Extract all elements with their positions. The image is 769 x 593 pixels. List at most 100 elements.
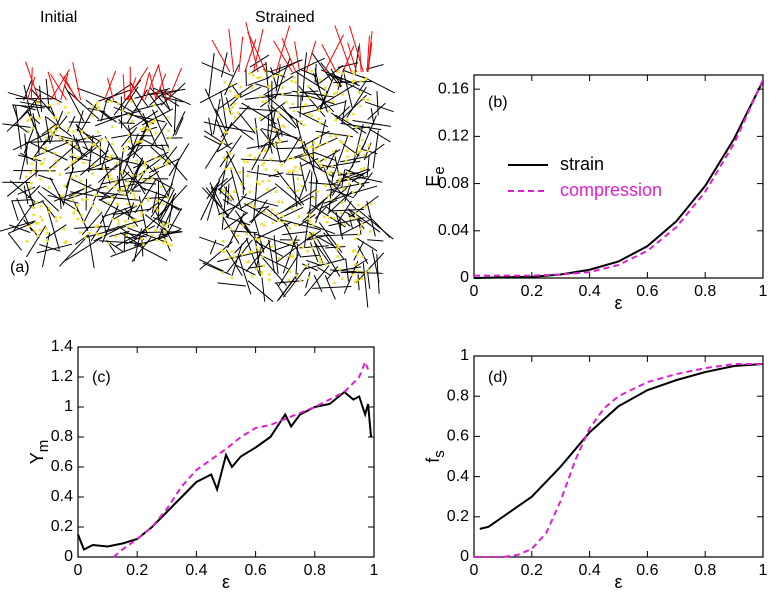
fiber [149, 86, 171, 111]
crosslink [86, 198, 89, 201]
fiber [234, 237, 249, 254]
fiber [15, 123, 29, 134]
crosslink [277, 111, 280, 114]
fiber [358, 217, 362, 235]
crosslink [233, 255, 236, 258]
crosslink [140, 128, 143, 131]
crosslink [71, 198, 75, 202]
crosslink [329, 170, 333, 173]
fiber [7, 221, 35, 234]
fiber [268, 123, 304, 143]
crosslink [126, 225, 130, 228]
crosslink [121, 188, 124, 191]
crosslink [357, 233, 360, 236]
crosslink [287, 278, 290, 282]
fiber [27, 185, 41, 199]
crosslink [338, 268, 342, 271]
fiber [133, 235, 168, 247]
crosslink [135, 141, 139, 144]
crosslink [323, 157, 327, 161]
surface-fiber [281, 37, 297, 73]
crosslink [310, 114, 313, 117]
fiber [26, 110, 43, 143]
crosslink [228, 152, 232, 155]
crosslink [144, 168, 148, 172]
crosslink [308, 213, 312, 217]
crosslink [125, 184, 128, 188]
crosslink [253, 156, 257, 160]
crosslink [84, 236, 87, 239]
crosslink [323, 165, 326, 169]
fiber [230, 168, 243, 211]
crosslink [49, 128, 53, 132]
crosslink [342, 187, 345, 190]
y-axis-label-subscript: m [35, 440, 52, 453]
fiber [25, 180, 35, 209]
fiber [172, 111, 186, 137]
crosslink [101, 234, 105, 238]
crosslink [290, 207, 294, 210]
x-tick-label: 0.6 [244, 562, 266, 579]
crosslink [223, 81, 226, 84]
x-tick-label: 1 [759, 562, 768, 579]
fiber [341, 218, 372, 235]
fiber [240, 186, 277, 209]
crosslink [29, 181, 33, 185]
fiber [44, 116, 51, 144]
fiber [315, 130, 353, 138]
crosslink [39, 204, 43, 208]
fiber [303, 100, 347, 115]
crosslink [260, 272, 263, 275]
fiber [204, 142, 223, 169]
fiber [111, 134, 131, 139]
crosslink [286, 157, 290, 161]
crosslink [359, 105, 362, 108]
crosslink [116, 187, 120, 191]
crosslink [166, 196, 170, 199]
y-axis-label-main: f [423, 457, 443, 463]
fiber [335, 114, 367, 134]
fiber [49, 110, 64, 143]
crosslink [364, 271, 368, 275]
y-tick-label: 0.16 [438, 80, 469, 97]
fiber [353, 241, 365, 261]
fiber [358, 78, 369, 92]
crosslink [34, 221, 38, 225]
crosslink [135, 159, 138, 163]
crosslink [318, 122, 322, 125]
fiber [144, 214, 171, 235]
fiber [232, 230, 258, 234]
crosslink [354, 263, 357, 266]
fiber [366, 63, 384, 70]
crosslink [261, 255, 264, 259]
x-tick-label: 0.2 [521, 562, 543, 579]
crosslink [331, 100, 335, 104]
fiber [220, 52, 228, 78]
crosslink [76, 155, 79, 159]
x-tick-label: 0.2 [126, 562, 148, 579]
crosslink [363, 205, 367, 209]
crosslink [306, 249, 309, 253]
fiber [319, 78, 334, 111]
fiber [75, 138, 83, 157]
fiber [313, 241, 330, 263]
crosslink [347, 171, 350, 175]
fiber [75, 138, 103, 162]
crosslink [291, 254, 294, 257]
fiber [84, 225, 127, 239]
fiber [329, 208, 365, 212]
crosslink [91, 114, 94, 118]
crosslink [131, 119, 134, 123]
fiber [11, 199, 33, 202]
fiber [299, 94, 302, 118]
fiber [17, 154, 42, 162]
fiber [156, 192, 177, 229]
crosslink [236, 234, 239, 238]
fiber [273, 235, 279, 275]
crosslink [161, 241, 165, 244]
fiber [319, 119, 327, 146]
crosslink [341, 141, 344, 144]
legend-label: compression [560, 180, 662, 200]
crosslink [263, 224, 266, 227]
crosslink [290, 242, 294, 246]
